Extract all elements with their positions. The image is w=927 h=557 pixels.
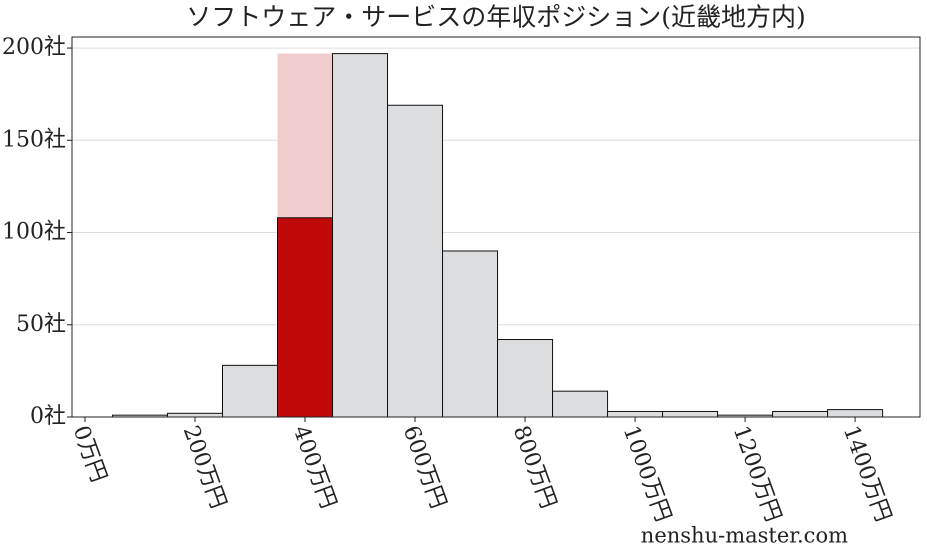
- x-tick-label: 800万円: [508, 423, 561, 512]
- x-tick-label: 0万円: [68, 423, 111, 486]
- bar: [442, 250, 499, 418]
- x-tick-label: 1400万円: [838, 423, 896, 526]
- x-tick-label: 400万円: [288, 423, 341, 512]
- bar: [607, 410, 664, 418]
- x-tick-label: 200万円: [178, 423, 231, 512]
- bar: [166, 412, 224, 418]
- bar: [387, 104, 444, 418]
- bar: [277, 217, 334, 418]
- bar: [497, 339, 554, 418]
- y-tick-label: 50社: [16, 312, 66, 337]
- bar: [332, 53, 389, 418]
- y-tick-label: 200社: [2, 35, 66, 60]
- x-tick-label: 600万円: [398, 423, 451, 512]
- x-tick-label: 1200万円: [728, 423, 786, 526]
- bar: [772, 410, 829, 418]
- bar: [552, 390, 609, 418]
- bar: [827, 409, 884, 418]
- plot-frame: [71, 36, 921, 418]
- y-tick-label: 150社: [2, 127, 66, 152]
- bar: [662, 410, 719, 418]
- x-tick-label: 1000万円: [618, 423, 676, 526]
- chart-title: ソフトウェア・サービスの年収ポジション(近畿地方内): [186, 3, 806, 32]
- y-tick-label: 0社: [30, 404, 66, 429]
- watermark: nenshu-master.com: [641, 524, 848, 548]
- bar: [222, 364, 279, 418]
- y-tick-label: 100社: [2, 220, 66, 245]
